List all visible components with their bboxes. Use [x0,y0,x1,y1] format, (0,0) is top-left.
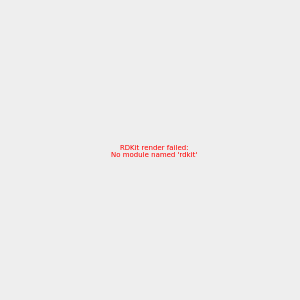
Text: RDKit render failed:
No module named 'rdkit': RDKit render failed: No module named 'rd… [111,145,197,158]
